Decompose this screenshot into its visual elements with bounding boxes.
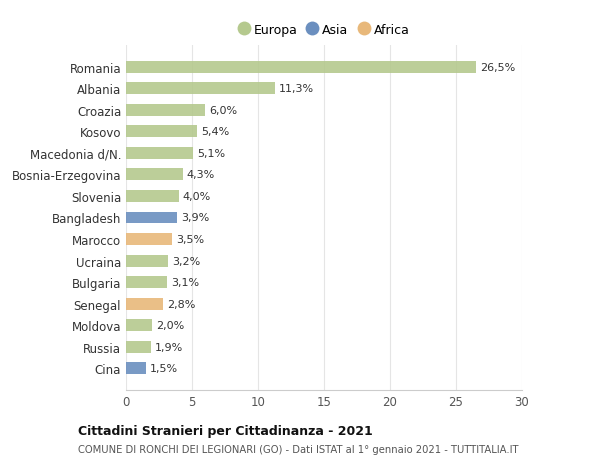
Text: 3,2%: 3,2% — [172, 256, 200, 266]
Bar — [126, 255, 168, 267]
Text: Cittadini Stranieri per Cittadinanza - 2021: Cittadini Stranieri per Cittadinanza - 2… — [78, 425, 373, 437]
Text: 3,9%: 3,9% — [181, 213, 209, 223]
Bar — [126, 190, 179, 202]
Text: 4,0%: 4,0% — [183, 191, 211, 202]
Bar — [126, 298, 163, 310]
Text: 5,4%: 5,4% — [201, 127, 229, 137]
Text: 3,1%: 3,1% — [171, 278, 199, 287]
Legend: Europa, Asia, Africa: Europa, Asia, Africa — [236, 21, 412, 39]
Text: 3,5%: 3,5% — [176, 235, 204, 245]
Bar — [126, 212, 178, 224]
Text: 1,5%: 1,5% — [150, 364, 178, 374]
Bar — [126, 83, 275, 95]
Text: 26,5%: 26,5% — [480, 62, 515, 73]
Bar — [126, 126, 197, 138]
Bar — [126, 319, 152, 331]
Text: 1,9%: 1,9% — [155, 342, 183, 352]
Bar — [126, 148, 193, 159]
Bar — [126, 341, 151, 353]
Bar — [126, 62, 476, 73]
Text: 6,0%: 6,0% — [209, 106, 237, 116]
Text: 4,3%: 4,3% — [187, 170, 215, 180]
Bar — [126, 363, 146, 375]
Bar — [126, 234, 172, 246]
Text: 5,1%: 5,1% — [197, 149, 226, 158]
Bar — [126, 277, 167, 288]
Bar — [126, 169, 183, 181]
Bar — [126, 105, 205, 117]
Text: 11,3%: 11,3% — [279, 84, 314, 94]
Text: 2,8%: 2,8% — [167, 299, 195, 309]
Text: COMUNE DI RONCHI DEI LEGIONARI (GO) - Dati ISTAT al 1° gennaio 2021 - TUTTITALIA: COMUNE DI RONCHI DEI LEGIONARI (GO) - Da… — [78, 444, 518, 454]
Text: 2,0%: 2,0% — [157, 320, 185, 330]
